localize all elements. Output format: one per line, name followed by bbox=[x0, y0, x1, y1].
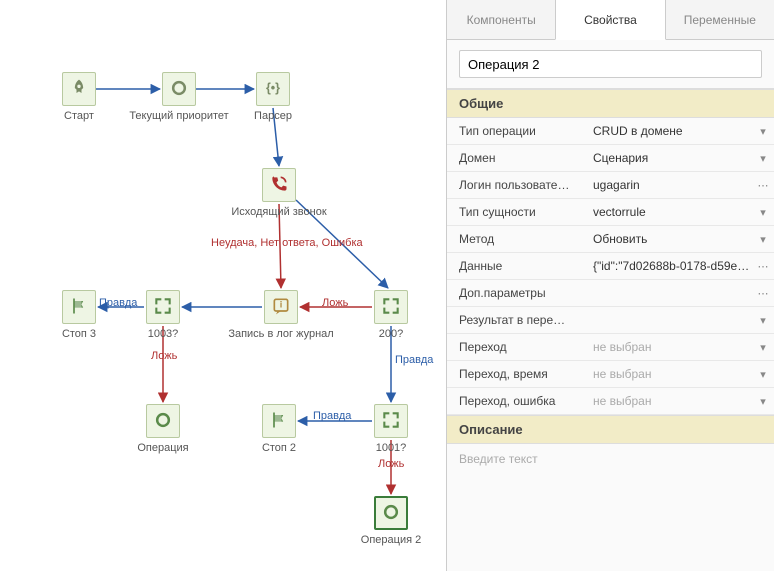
svg-text:{•}: {•} bbox=[266, 81, 280, 95]
property-value: не выбран bbox=[587, 394, 752, 408]
node-label-stop3: Стоп 3 bbox=[62, 328, 96, 340]
property-row[interactable]: Данные{"id":"7d02688b-0178-d59e-…⋯ bbox=[447, 253, 774, 280]
property-value: CRUD в домене bbox=[587, 124, 752, 138]
property-key: Логин пользовате… bbox=[447, 178, 587, 192]
property-key: Тип сущности bbox=[447, 205, 587, 219]
properties-panel: Компоненты Свойства Переменные Общие Тип… bbox=[446, 0, 774, 571]
edge-label: Правда bbox=[99, 297, 137, 309]
node-label-call: Исходящий звонок bbox=[231, 206, 326, 218]
edge-label: Неудача, Нет ответа, Ошибка bbox=[211, 237, 363, 249]
node-label-priority: Текущий приоритет bbox=[129, 110, 228, 122]
node-call[interactable] bbox=[262, 168, 296, 202]
flowchart-canvas[interactable]: {•} i Старт Текущий приоритет Парсер Исходящ… bbox=[0, 0, 446, 571]
flag-icon bbox=[69, 296, 89, 319]
property-row[interactable]: Доп.параметры ⋯ bbox=[447, 280, 774, 307]
node-q1001[interactable] bbox=[374, 404, 408, 438]
property-key: Переход bbox=[447, 340, 587, 354]
operation-name-input[interactable] bbox=[459, 50, 762, 78]
property-value: не выбран bbox=[587, 340, 752, 354]
node-log[interactable]: i bbox=[264, 290, 298, 324]
property-key: Метод bbox=[447, 232, 587, 246]
property-row[interactable]: Тип операцииCRUD в домене▾ bbox=[447, 118, 774, 145]
tab-variables[interactable]: Переменные bbox=[666, 0, 774, 40]
property-key: Переход, время bbox=[447, 367, 587, 381]
node-label-log: Запись в лог журнал bbox=[228, 328, 333, 340]
section-general: Общие bbox=[447, 89, 774, 118]
node-label-parser: Парсер bbox=[254, 110, 292, 122]
property-key: Тип операции bbox=[447, 124, 587, 138]
braces-icon: {•} bbox=[263, 78, 283, 101]
node-priority[interactable] bbox=[162, 72, 196, 106]
edge-label: Ложь bbox=[151, 350, 177, 362]
info-icon: i bbox=[271, 296, 291, 319]
property-value: не выбран bbox=[587, 367, 752, 381]
node-label-stop2: Стоп 2 bbox=[262, 442, 296, 454]
chevron-down-icon[interactable]: ▾ bbox=[752, 125, 774, 138]
chevron-down-icon[interactable]: ▾ bbox=[752, 206, 774, 219]
circle-icon bbox=[153, 410, 173, 433]
chevron-down-icon[interactable]: ▾ bbox=[752, 314, 774, 327]
panel-tabs: Компоненты Свойства Переменные bbox=[447, 0, 774, 40]
chevron-down-icon[interactable]: ▾ bbox=[752, 233, 774, 246]
property-value: ugagarin bbox=[587, 178, 752, 192]
tab-properties[interactable]: Свойства bbox=[555, 0, 665, 40]
property-row[interactable]: Переходне выбран▾ bbox=[447, 334, 774, 361]
property-value: Обновить bbox=[587, 232, 752, 246]
property-row[interactable]: Переход, времяне выбран▾ bbox=[447, 361, 774, 388]
property-value: {"id":"7d02688b-0178-d59e-… bbox=[587, 259, 752, 273]
property-key: Доп.параметры bbox=[447, 286, 587, 300]
edge-label: Ложь bbox=[322, 297, 348, 309]
edge-label: Правда bbox=[313, 410, 351, 422]
circle-icon bbox=[169, 78, 189, 101]
description-textarea[interactable]: Введите текст bbox=[447, 444, 774, 474]
node-q200[interactable] bbox=[374, 290, 408, 324]
node-parser[interactable]: {•} bbox=[256, 72, 290, 106]
node-op2[interactable] bbox=[374, 496, 408, 530]
node-label-q200: 200? bbox=[379, 328, 403, 340]
node-label-q1003: 1003? bbox=[148, 328, 179, 340]
property-row[interactable]: ДоменСценария▾ bbox=[447, 145, 774, 172]
node-label-start: Старт bbox=[64, 110, 94, 122]
name-row bbox=[447, 40, 774, 89]
tab-components[interactable]: Компоненты bbox=[447, 0, 555, 40]
rocket-icon bbox=[69, 78, 89, 101]
edge-label: Ложь bbox=[378, 458, 404, 470]
circle-icon bbox=[381, 502, 401, 525]
expand-icon bbox=[153, 296, 173, 319]
section-description: Описание bbox=[447, 415, 774, 444]
dots-icon[interactable]: ⋯ bbox=[752, 287, 774, 300]
property-row[interactable]: Результат в пере… ▾ bbox=[447, 307, 774, 334]
node-q1003[interactable] bbox=[146, 290, 180, 324]
expand-icon bbox=[381, 410, 401, 433]
dots-icon[interactable]: ⋯ bbox=[752, 179, 774, 192]
property-row[interactable]: МетодОбновить▾ bbox=[447, 226, 774, 253]
node-stop3[interactable] bbox=[62, 290, 96, 324]
node-label-op: Операция bbox=[137, 442, 188, 454]
property-key: Домен bbox=[447, 151, 587, 165]
property-key: Переход, ошибка bbox=[447, 394, 587, 408]
node-op[interactable] bbox=[146, 404, 180, 438]
property-key: Результат в пере… bbox=[447, 313, 587, 327]
svg-text:i: i bbox=[280, 299, 283, 309]
property-value: vectorrule bbox=[587, 205, 752, 219]
chevron-down-icon[interactable]: ▾ bbox=[752, 341, 774, 354]
property-row[interactable]: Переход, ошибкане выбран▾ bbox=[447, 388, 774, 415]
property-value: Сценария bbox=[587, 151, 752, 165]
node-label-q1001: 1001? bbox=[376, 442, 407, 454]
node-stop2[interactable] bbox=[262, 404, 296, 438]
expand-icon bbox=[381, 296, 401, 319]
phone-icon bbox=[269, 174, 289, 197]
chevron-down-icon[interactable]: ▾ bbox=[752, 152, 774, 165]
edge-label: Правда bbox=[395, 354, 433, 366]
property-key: Данные bbox=[447, 259, 587, 273]
property-row[interactable]: Тип сущностиvectorrule▾ bbox=[447, 199, 774, 226]
property-row[interactable]: Логин пользовате…ugagarin⋯ bbox=[447, 172, 774, 199]
node-start[interactable] bbox=[62, 72, 96, 106]
dots-icon[interactable]: ⋯ bbox=[752, 260, 774, 273]
flag-icon bbox=[269, 410, 289, 433]
chevron-down-icon[interactable]: ▾ bbox=[752, 368, 774, 381]
chevron-down-icon[interactable]: ▾ bbox=[752, 395, 774, 408]
node-label-op2: Операция 2 bbox=[361, 534, 421, 546]
